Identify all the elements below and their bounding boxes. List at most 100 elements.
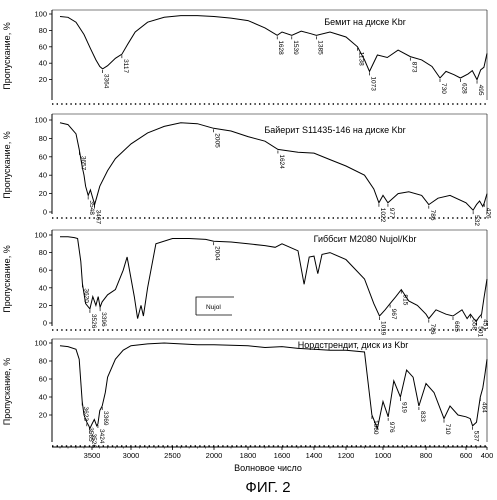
y-tick-label: 20 xyxy=(39,411,47,420)
peak-label: 451 xyxy=(482,319,489,330)
peak-label: 426 xyxy=(484,208,491,219)
nujol-annotation: Nujol xyxy=(206,304,221,311)
peak-label: 3369 xyxy=(102,411,109,426)
x-tick-label: 3500 xyxy=(84,451,101,460)
x-axis-label: Волновое число xyxy=(234,463,302,473)
y-tick-label: 0 xyxy=(43,319,47,328)
peak-label: 919 xyxy=(400,402,407,413)
y-tick-label: 60 xyxy=(39,375,47,384)
peak-label: 1385 xyxy=(316,40,323,55)
peak-label: 3396 xyxy=(100,312,107,327)
y-tick-label: 20 xyxy=(39,75,47,84)
peak-label: 833 xyxy=(419,411,426,422)
panel-title: Байерит S11435-146 на диске Kbr xyxy=(264,125,405,135)
y-tick-label: 80 xyxy=(39,357,47,366)
peak-label: 628 xyxy=(460,83,467,94)
peak-label: 537 xyxy=(473,431,480,442)
y-tick-label: 100 xyxy=(34,116,47,125)
spectrum-line xyxy=(59,15,488,81)
peak-label: 2005 xyxy=(214,133,221,148)
peak-label: 3526 xyxy=(90,434,97,449)
peak-label: 558 xyxy=(470,319,477,330)
peak-label: 3117 xyxy=(122,59,129,73)
peak-label: 1019 xyxy=(379,321,386,336)
x-tick-label: 2000 xyxy=(206,451,223,460)
x-tick-label: 400 xyxy=(481,451,494,460)
peak-label: 665 xyxy=(453,321,460,332)
y-tick-label: 20 xyxy=(39,189,47,198)
peak-label: 3657 xyxy=(79,156,86,171)
y-tick-label: 60 xyxy=(39,266,47,275)
spectrum-panel-4: 20 40 60 80 100 Пропускание, % Нордстрендит, д… xyxy=(2,339,488,449)
peak-label: 976 xyxy=(388,422,395,433)
peak-label: 3620 xyxy=(82,288,89,303)
x-tick-label: 800 xyxy=(420,451,433,460)
y-tick-label: 100 xyxy=(34,10,47,19)
peak-label: 873 xyxy=(410,62,417,73)
peak-label: 1060 xyxy=(372,420,379,435)
x-axis: 3500 3000 2500 2000 1800 1600 1400 1200 1000 800 6… xyxy=(52,446,494,460)
x-tick-label: 2500 xyxy=(164,451,181,460)
peak-label: 501 xyxy=(476,326,483,337)
y-axis-label: Пропускание, % xyxy=(2,22,12,89)
spectra-panels: 20 40 60 80 100 Пропускание, % Бемит на диске … xyxy=(2,10,491,449)
x-tick-label: 1800 xyxy=(240,451,257,460)
spectrum-line xyxy=(59,342,488,431)
y-tick-label: 60 xyxy=(39,42,47,51)
spectrum-panel-2: 0 20 40 60 80 100 Пропускание, % Байерит S11435… xyxy=(2,113,491,226)
nujol-bracket xyxy=(195,296,234,315)
peak-label: 1138 xyxy=(357,52,364,66)
peak-label: 1539 xyxy=(292,40,299,55)
y-tick-label: 80 xyxy=(39,26,47,35)
spectrum-panel-1: 20 40 60 80 100 Пропускание, % Бемит на диске … xyxy=(2,10,488,105)
peak-label: 1073 xyxy=(369,76,376,91)
y-tick-label: 20 xyxy=(39,301,47,310)
x-tick-label: 3000 xyxy=(123,451,140,460)
x-tick-label: 1000 xyxy=(375,451,392,460)
y-tick-label: 80 xyxy=(39,248,47,257)
spectrum-line xyxy=(60,236,488,322)
x-tick-label: 1600 xyxy=(274,451,291,460)
y-axis-label: Пропускание, % xyxy=(2,358,12,425)
peak-label: 495 xyxy=(477,85,484,96)
peak-label: 977 xyxy=(388,208,395,219)
peak-label: 532 xyxy=(473,215,480,226)
y-tick-label: 40 xyxy=(39,59,47,68)
figure-caption: ФИГ. 2 xyxy=(245,479,290,496)
peak-label: 915 xyxy=(401,295,408,306)
peak-label: 786 xyxy=(429,324,436,335)
peak-label: 786 xyxy=(429,210,436,221)
peak-label: 3548 xyxy=(88,200,95,215)
spectrum-line xyxy=(59,122,488,212)
panel-title: Гиббсит M2080 Nujol/Kbr xyxy=(314,234,417,244)
y-tick-label: 40 xyxy=(39,283,47,292)
peak-label: 3623 xyxy=(82,407,89,422)
y-tick-label: 80 xyxy=(39,134,47,143)
y-tick-label: 40 xyxy=(39,171,47,180)
peak-label: 710 xyxy=(444,424,451,435)
peak-label: 967 xyxy=(390,309,397,320)
x-tick-label: 1400 xyxy=(306,451,323,460)
y-tick-label: 100 xyxy=(34,339,47,348)
peak-label: 1628 xyxy=(277,40,284,55)
panel-title: Бемит на диске Kbr xyxy=(324,17,406,27)
peak-label: 3526 xyxy=(90,314,97,329)
y-tick-label: 40 xyxy=(39,393,47,402)
peak-label: 464 xyxy=(480,402,487,413)
peak-label: 2004 xyxy=(214,246,221,261)
peak-label: 3565 xyxy=(87,427,94,442)
peak-label: 1022 xyxy=(379,208,386,223)
peak-label: 730 xyxy=(440,83,447,94)
peak-label: 3364 xyxy=(103,74,110,89)
peak-label: 3467 xyxy=(95,210,102,225)
x-tick-label: 600 xyxy=(460,451,473,460)
y-axis-label: Пропускание, % xyxy=(2,245,12,312)
x-tick-label: 1200 xyxy=(338,451,355,460)
y-tick-label: 0 xyxy=(43,208,47,217)
y-axis-label: Пропускание, % xyxy=(2,131,12,198)
y-tick-label: 100 xyxy=(34,231,47,240)
y-tick-label: 60 xyxy=(39,152,47,161)
peak-label: 1624 xyxy=(278,154,285,169)
spectrum-panel-3: 0 20 40 60 80 100 Пропускание, % Гиббсит M2080 … xyxy=(2,229,489,337)
